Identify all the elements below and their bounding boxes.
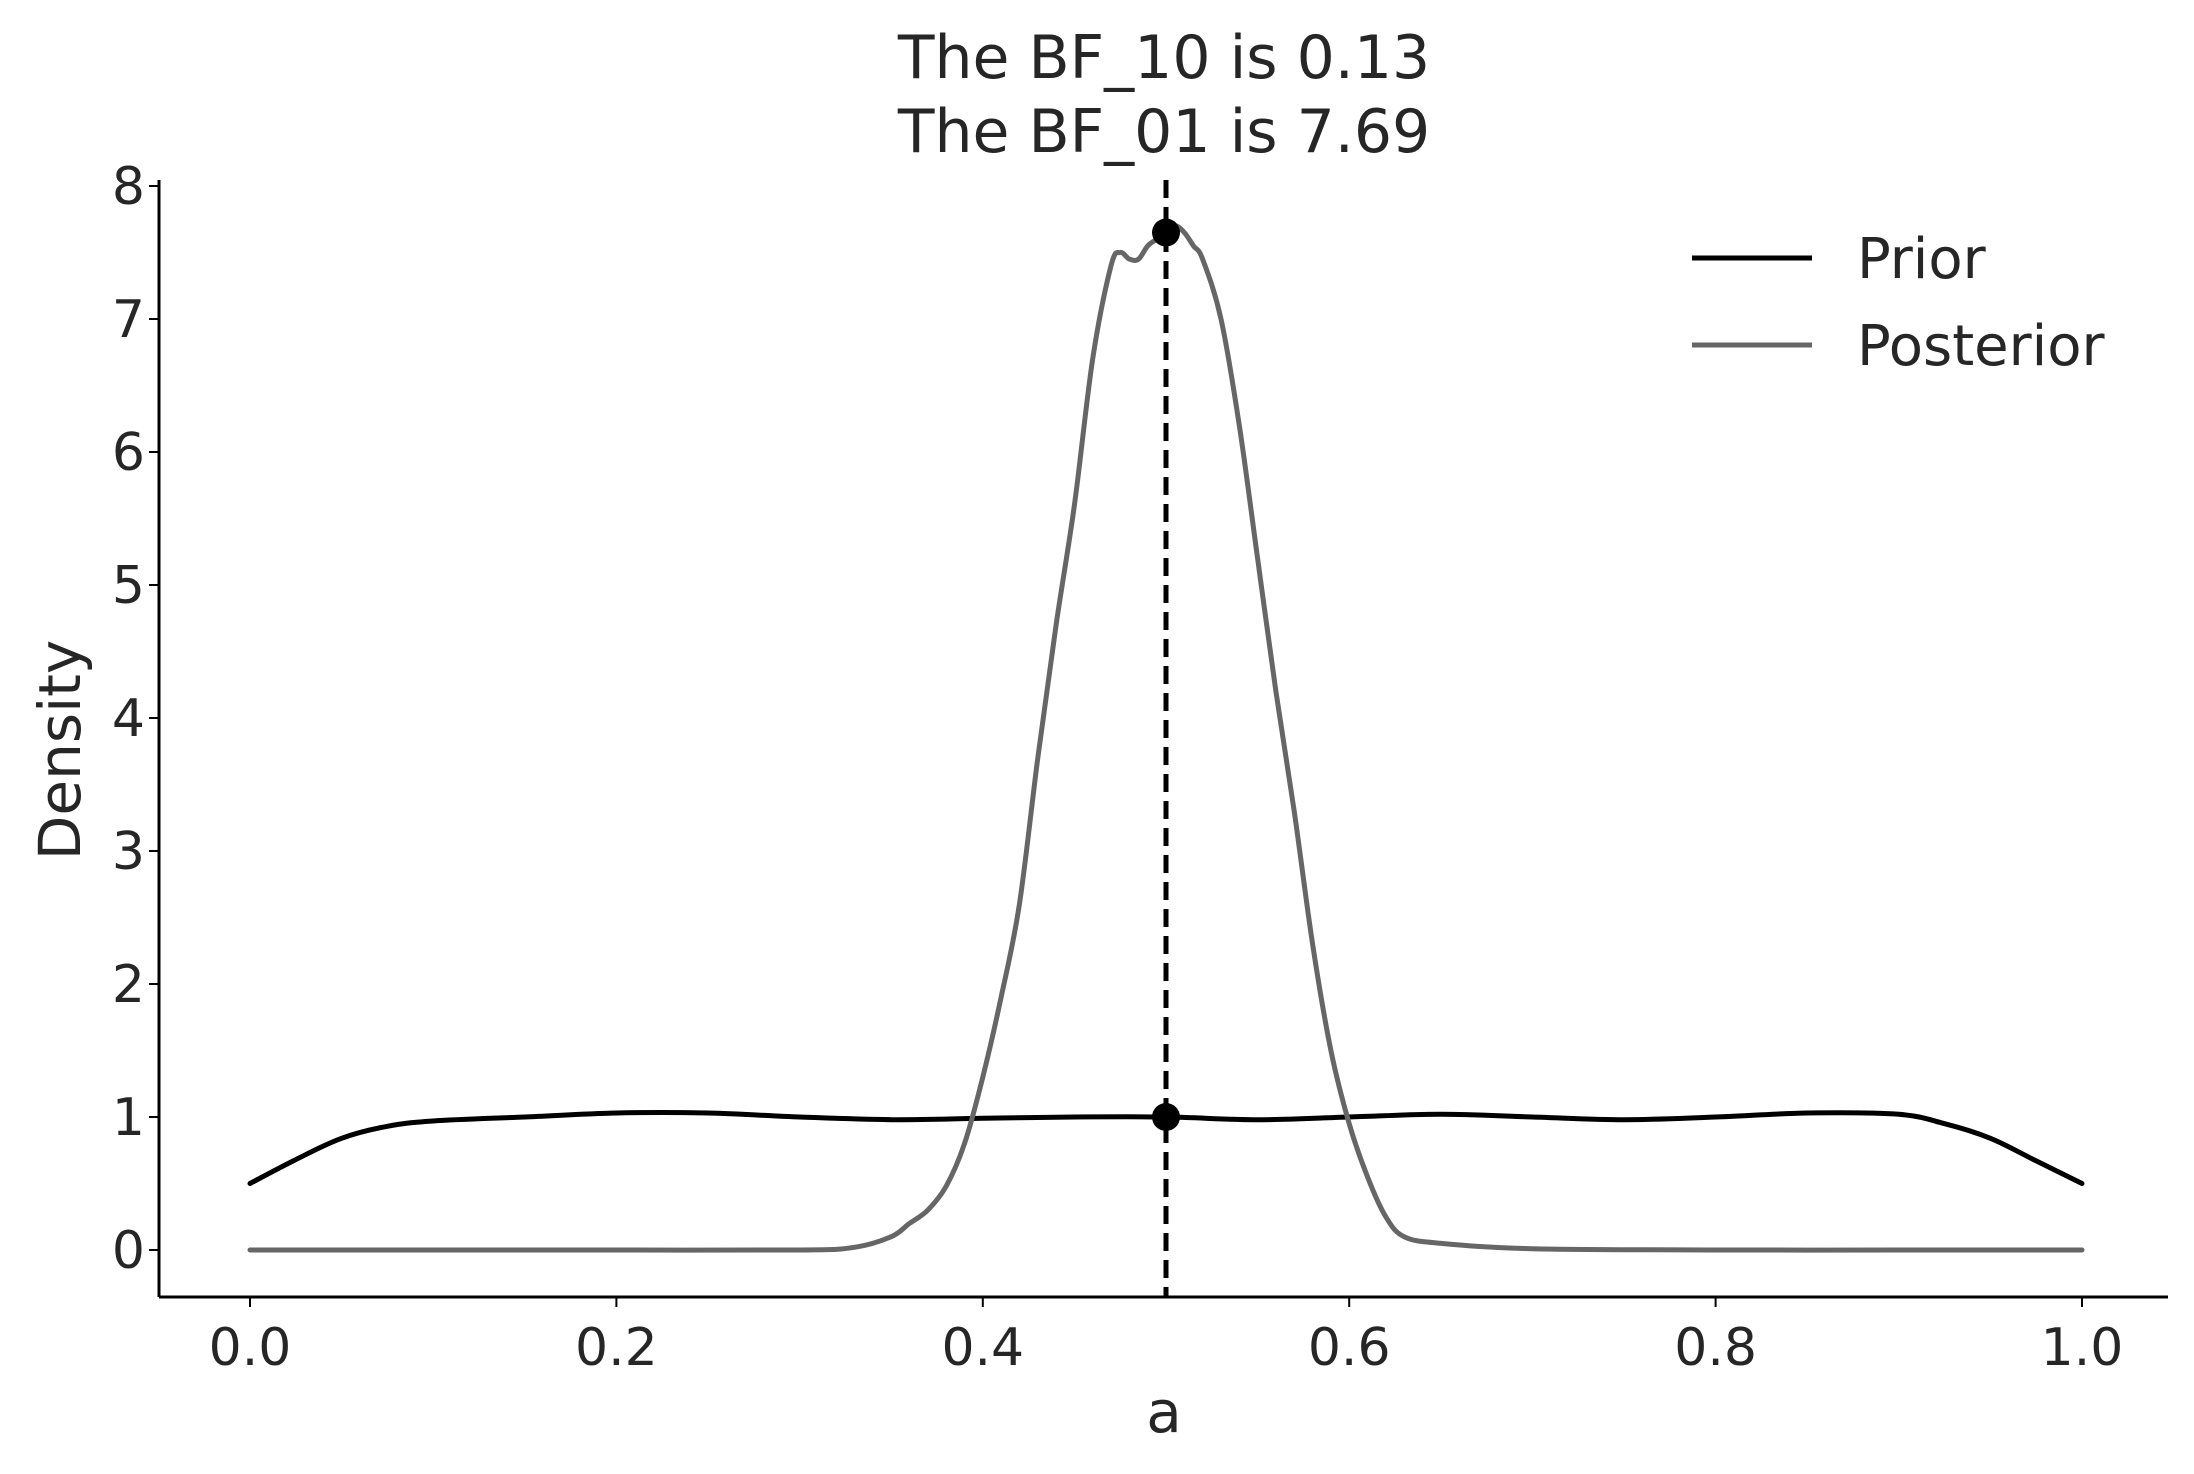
point-prior-at-0.5 [1152, 1103, 1180, 1131]
x-tick-label: 0.2 [575, 1318, 658, 1378]
y-axis-ticks: 0 1 2 3 4 5 6 7 8 [112, 157, 159, 1281]
chart-title-line-1: The BF_10 is 0.13 [897, 23, 1430, 93]
y-axis-label: Density [26, 640, 94, 861]
y-tick-label: 0 [112, 1221, 145, 1281]
x-axis-ticks: 0.0 0.2 0.4 0.6 0.8 1.0 [209, 1297, 2124, 1378]
y-tick-label: 2 [112, 955, 145, 1015]
y-tick-label: 4 [112, 689, 145, 749]
chart-title-line-2: The BF_01 is 7.69 [897, 97, 1430, 167]
y-tick-label: 5 [112, 556, 145, 616]
x-axis-label: a [1146, 1378, 1182, 1446]
x-tick-label: 0.6 [1308, 1318, 1391, 1378]
plot-area [250, 180, 2082, 1297]
legend-posterior-label: Posterior [1857, 314, 2105, 379]
y-tick-label: 6 [112, 423, 145, 483]
y-tick-label: 7 [112, 290, 145, 350]
y-tick-label: 8 [112, 157, 145, 217]
point-posterior-at-0.5 [1152, 219, 1180, 247]
x-tick-label: 0.8 [1674, 1318, 1757, 1378]
x-tick-label: 0.4 [941, 1318, 1024, 1378]
x-tick-label: 0.0 [209, 1318, 292, 1378]
y-tick-label: 1 [112, 1088, 145, 1148]
legend-prior-label: Prior [1857, 227, 1987, 292]
y-tick-label: 3 [112, 822, 145, 882]
x-tick-label: 1.0 [2041, 1318, 2124, 1378]
legend: Prior Posterior [1692, 227, 2105, 379]
